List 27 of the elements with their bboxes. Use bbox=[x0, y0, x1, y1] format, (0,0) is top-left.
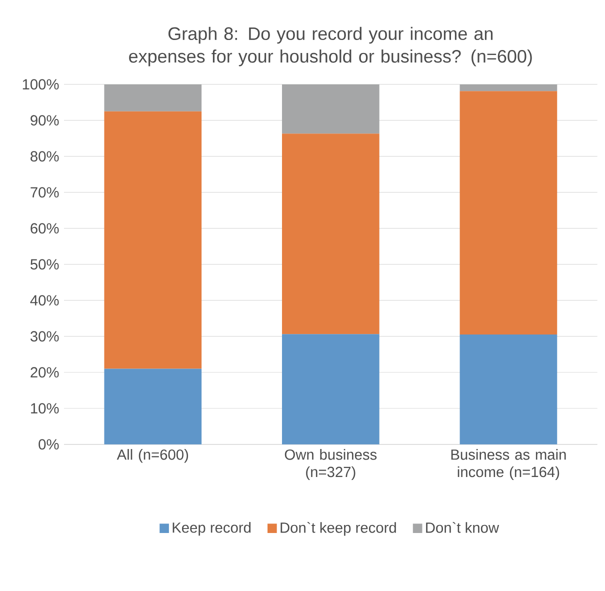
y-tick-label: 30% bbox=[30, 331, 59, 342]
y-tick-label: 90% bbox=[30, 115, 59, 126]
bar bbox=[460, 91, 558, 335]
legend-label: Don`t keep record bbox=[280, 522, 396, 536]
bar bbox=[282, 334, 380, 444]
bar bbox=[282, 84, 380, 134]
y-tick-label: 70% bbox=[30, 187, 59, 198]
x-tick-label: All (n=600) bbox=[116, 449, 188, 463]
x-tick-label: Own business (n=327) bbox=[284, 449, 377, 480]
y-tick-label: 50% bbox=[30, 259, 59, 270]
legend-label: Don`t know bbox=[426, 522, 500, 533]
y-tick-label: 100% bbox=[22, 79, 59, 90]
bar bbox=[104, 368, 202, 444]
bar bbox=[282, 134, 380, 334]
y-tick-label: 80% bbox=[30, 151, 59, 162]
bar bbox=[104, 84, 202, 112]
bar bbox=[460, 84, 558, 92]
chart-title: Graph 8: Do you record your income an expenses for your houshold or business? (n=600) bbox=[129, 26, 532, 66]
bar bbox=[460, 334, 558, 444]
bar bbox=[104, 111, 202, 369]
y-tick-label: 0% bbox=[38, 439, 59, 450]
y-tick-label: 20% bbox=[30, 367, 59, 378]
y-tick-label: 10% bbox=[31, 403, 59, 414]
y-tick-label: 40% bbox=[30, 295, 59, 306]
x-tick-label: Business as main income (n=164) bbox=[451, 449, 566, 480]
legend-label: Keep record bbox=[172, 522, 251, 536]
y-tick-label: 60% bbox=[30, 223, 59, 234]
